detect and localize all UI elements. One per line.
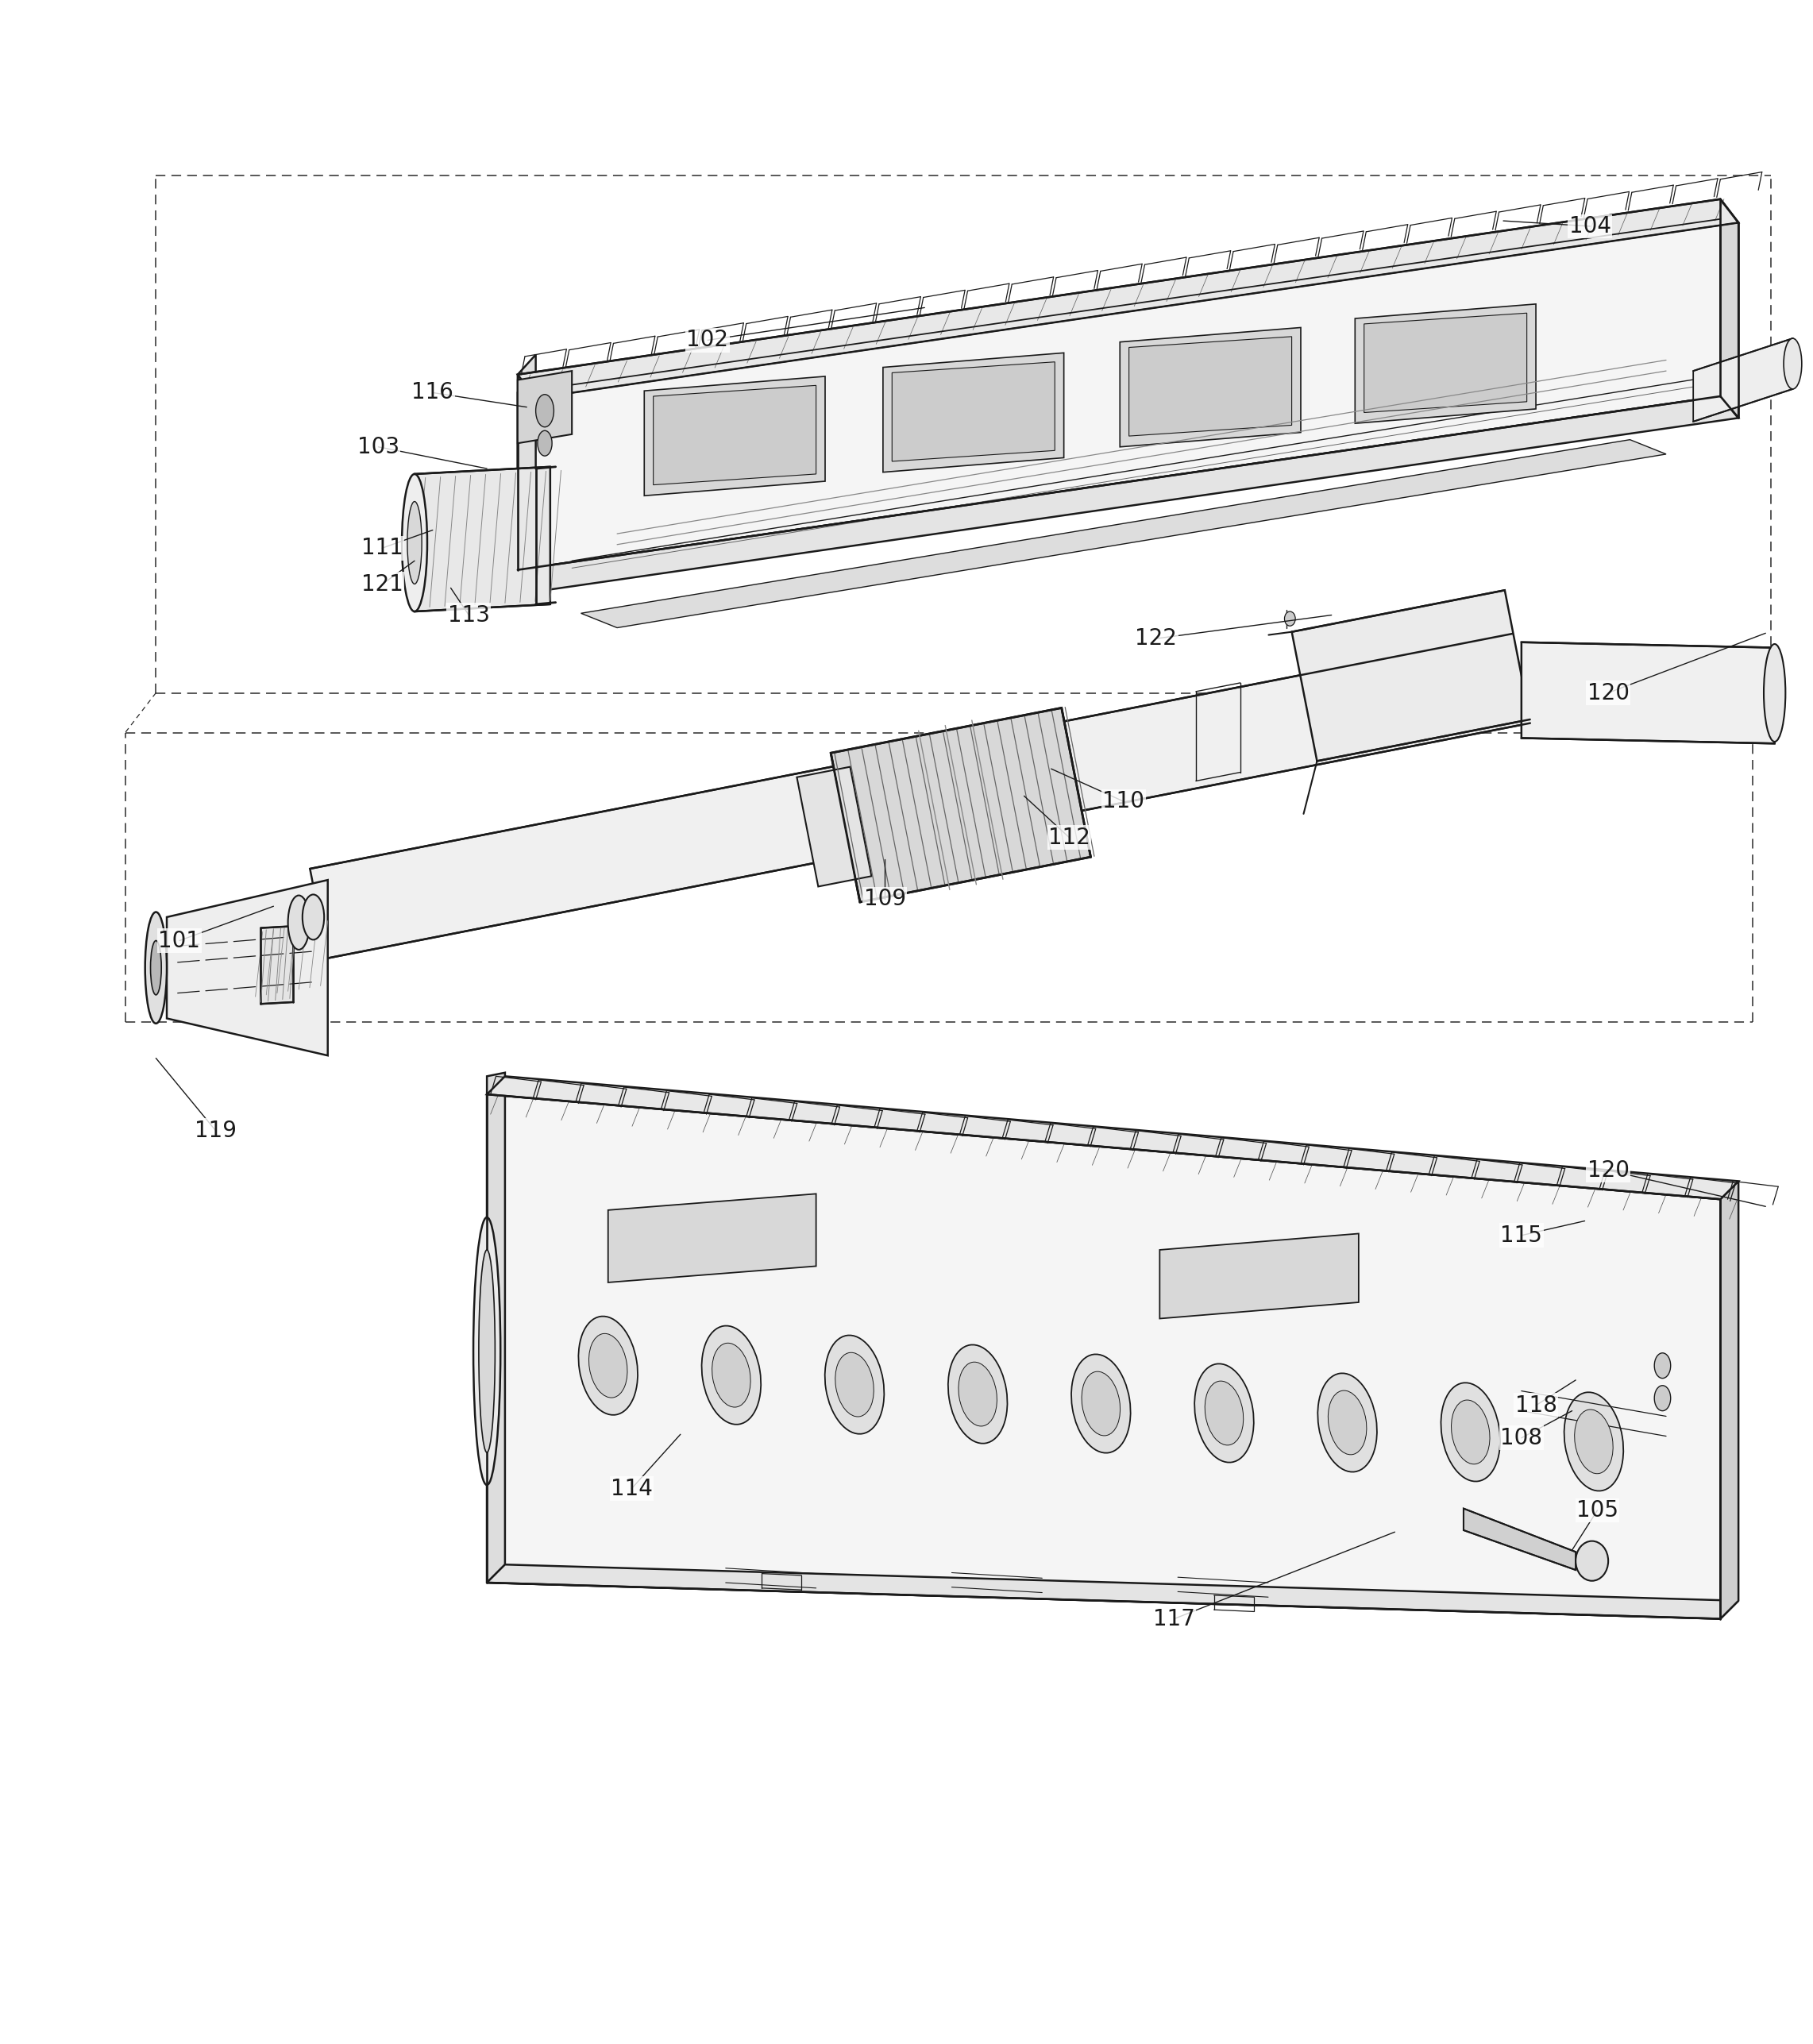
Polygon shape	[1120, 327, 1300, 448]
Ellipse shape	[578, 1316, 638, 1414]
Polygon shape	[1693, 339, 1793, 421]
Polygon shape	[415, 466, 549, 611]
Polygon shape	[519, 198, 1739, 399]
Ellipse shape	[535, 394, 553, 427]
Text: 118: 118	[1516, 1394, 1557, 1416]
Polygon shape	[310, 634, 1530, 959]
Text: 111: 111	[361, 538, 402, 560]
Ellipse shape	[1284, 611, 1294, 625]
Polygon shape	[1354, 305, 1536, 423]
Ellipse shape	[408, 501, 422, 585]
Polygon shape	[1521, 642, 1775, 744]
Ellipse shape	[589, 1333, 627, 1398]
Ellipse shape	[836, 1353, 874, 1416]
Polygon shape	[1363, 313, 1527, 413]
Polygon shape	[653, 386, 816, 484]
Ellipse shape	[1082, 1372, 1120, 1435]
Polygon shape	[519, 397, 1739, 591]
Ellipse shape	[702, 1327, 761, 1425]
Polygon shape	[167, 881, 328, 1055]
Polygon shape	[607, 1194, 816, 1282]
Polygon shape	[519, 219, 1721, 570]
Polygon shape	[488, 1077, 1739, 1200]
Text: 117: 117	[1153, 1609, 1195, 1629]
Text: 120: 120	[1586, 683, 1630, 703]
Text: 113: 113	[448, 603, 490, 625]
Text: 115: 115	[1501, 1224, 1543, 1247]
Text: 104: 104	[1568, 215, 1612, 237]
Ellipse shape	[145, 912, 167, 1024]
Ellipse shape	[1653, 1386, 1670, 1410]
Ellipse shape	[537, 431, 551, 456]
Ellipse shape	[1653, 1353, 1670, 1378]
Polygon shape	[830, 707, 1091, 901]
Polygon shape	[580, 439, 1666, 628]
Text: 108: 108	[1501, 1427, 1543, 1449]
Polygon shape	[1721, 198, 1739, 417]
Text: 101: 101	[158, 930, 201, 953]
Ellipse shape	[473, 1218, 500, 1486]
Polygon shape	[883, 354, 1064, 472]
Text: 103: 103	[357, 435, 399, 458]
Polygon shape	[519, 356, 535, 570]
Ellipse shape	[303, 895, 325, 940]
Polygon shape	[1721, 1181, 1739, 1619]
Ellipse shape	[479, 1249, 495, 1453]
Ellipse shape	[825, 1335, 885, 1435]
Text: 112: 112	[1048, 826, 1090, 848]
Text: 120: 120	[1586, 1159, 1630, 1181]
Ellipse shape	[288, 895, 310, 950]
Polygon shape	[644, 376, 825, 497]
Ellipse shape	[1329, 1390, 1367, 1455]
Text: 109: 109	[863, 887, 906, 910]
Text: 119: 119	[194, 1120, 238, 1143]
Ellipse shape	[1575, 1541, 1608, 1580]
Polygon shape	[798, 766, 872, 887]
Polygon shape	[1291, 591, 1530, 760]
Text: 105: 105	[1575, 1498, 1619, 1521]
Polygon shape	[488, 1073, 506, 1582]
Ellipse shape	[1318, 1374, 1376, 1472]
Ellipse shape	[959, 1361, 997, 1427]
Text: 114: 114	[611, 1478, 653, 1500]
Polygon shape	[1463, 1508, 1575, 1570]
Text: 121: 121	[361, 572, 402, 595]
Ellipse shape	[1784, 339, 1802, 388]
Polygon shape	[261, 926, 294, 1004]
Ellipse shape	[1071, 1355, 1131, 1453]
Ellipse shape	[150, 940, 161, 995]
Polygon shape	[519, 370, 571, 444]
Ellipse shape	[1450, 1400, 1490, 1464]
Ellipse shape	[713, 1343, 751, 1406]
Polygon shape	[1129, 337, 1291, 435]
Ellipse shape	[1565, 1392, 1623, 1490]
Ellipse shape	[1574, 1410, 1614, 1474]
Text: 110: 110	[1102, 791, 1144, 811]
Ellipse shape	[402, 474, 428, 611]
Ellipse shape	[948, 1345, 1008, 1443]
Polygon shape	[488, 1564, 1739, 1619]
Ellipse shape	[1441, 1382, 1499, 1482]
Polygon shape	[488, 1094, 1721, 1619]
Ellipse shape	[1195, 1363, 1255, 1461]
Ellipse shape	[1764, 644, 1786, 742]
Polygon shape	[1160, 1235, 1358, 1318]
Text: 102: 102	[687, 329, 729, 352]
Text: 116: 116	[412, 382, 453, 405]
Text: 122: 122	[1135, 628, 1177, 650]
Ellipse shape	[1206, 1382, 1244, 1445]
Polygon shape	[892, 362, 1055, 462]
